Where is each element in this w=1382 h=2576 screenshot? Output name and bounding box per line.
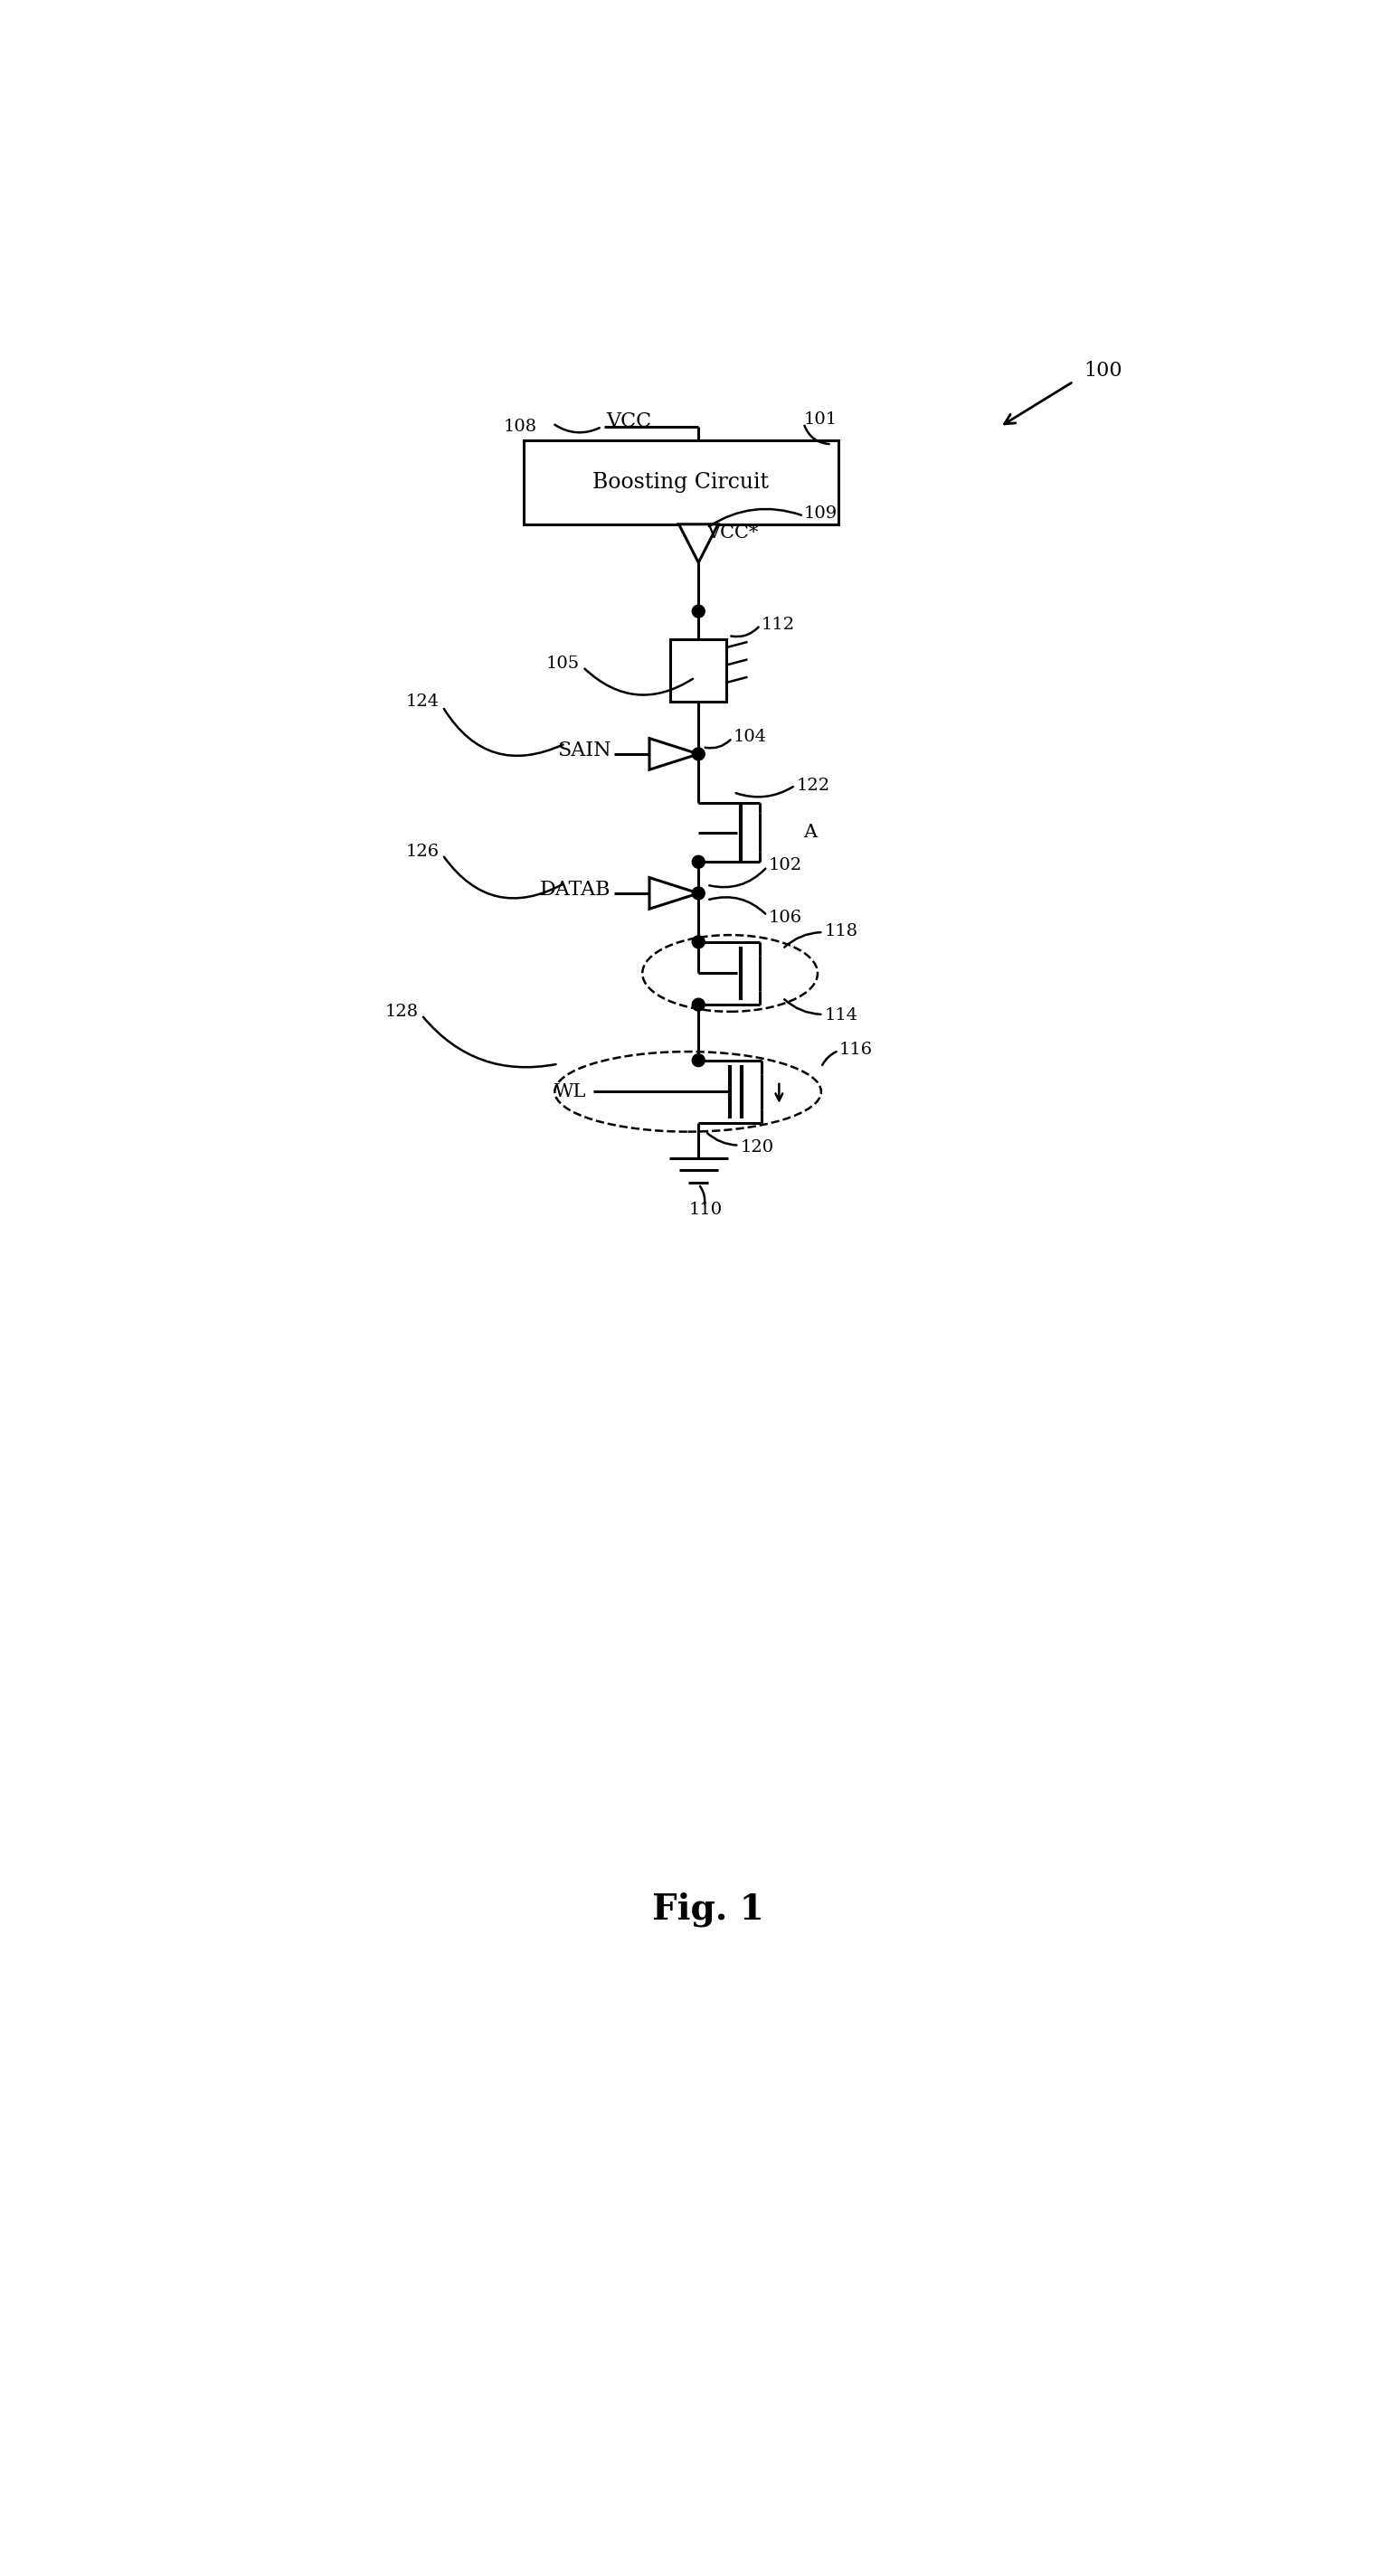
Circle shape <box>692 855 705 868</box>
Text: 114: 114 <box>825 1007 858 1023</box>
Text: SAIN: SAIN <box>557 739 611 760</box>
Text: 102: 102 <box>768 858 802 873</box>
Text: 124: 124 <box>405 693 439 711</box>
Circle shape <box>692 886 705 899</box>
Polygon shape <box>650 739 698 770</box>
Text: 108: 108 <box>503 420 538 435</box>
Text: 109: 109 <box>803 505 837 523</box>
FancyBboxPatch shape <box>670 639 727 701</box>
Text: 128: 128 <box>384 1005 419 1020</box>
Polygon shape <box>650 878 698 909</box>
Text: 101: 101 <box>803 412 837 428</box>
Text: 118: 118 <box>825 922 858 940</box>
Circle shape <box>692 1054 705 1066</box>
Text: 126: 126 <box>405 842 439 860</box>
Text: 120: 120 <box>741 1139 774 1157</box>
FancyBboxPatch shape <box>524 440 839 526</box>
Text: VCC*: VCC* <box>706 523 759 541</box>
Text: 105: 105 <box>546 654 579 672</box>
Text: 112: 112 <box>761 618 795 634</box>
Circle shape <box>692 999 705 1010</box>
Text: 116: 116 <box>839 1041 872 1059</box>
Text: A: A <box>803 824 817 840</box>
Circle shape <box>692 935 705 948</box>
Text: 110: 110 <box>688 1203 723 1218</box>
Text: 104: 104 <box>734 729 767 744</box>
Text: Boosting Circuit: Boosting Circuit <box>593 471 770 492</box>
Text: DATAB: DATAB <box>540 881 611 899</box>
Text: VCC: VCC <box>605 412 651 430</box>
Text: 122: 122 <box>796 778 831 793</box>
Circle shape <box>692 747 705 760</box>
Text: WL: WL <box>554 1082 586 1100</box>
Text: 106: 106 <box>768 909 802 925</box>
Polygon shape <box>679 526 719 562</box>
Text: 100: 100 <box>1083 361 1122 381</box>
Text: Fig. 1: Fig. 1 <box>652 1893 764 1927</box>
Circle shape <box>692 605 705 618</box>
